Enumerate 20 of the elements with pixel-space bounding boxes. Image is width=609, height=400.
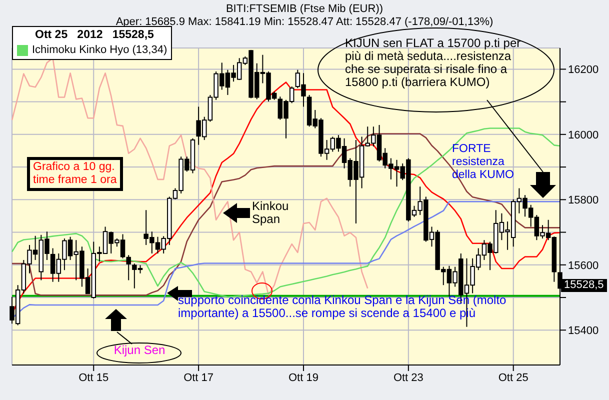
y-tick-label: 16200 — [568, 64, 599, 76]
chart-title: BITI:FTSEMIB (Ftse Mib (EUR)) — [224, 3, 384, 15]
annotation: KIJUN sen FLAT a 15700 p.ti per più di metà seduta....resistenza che se superata si risale fino a 15800 p.ti (barriera KUMO) — [345, 36, 521, 89]
y-tick-label: 15800 — [568, 194, 599, 207]
x-tick-label: Ott 19 — [288, 372, 318, 384]
y-tick-label: 15400 — [568, 325, 599, 338]
text: 15528,5 — [561, 279, 607, 292]
x-tick-label: Ott 23 — [393, 372, 424, 384]
x-tick-label: Ott 25 — [498, 372, 528, 384]
y-tick-label: 16000 — [568, 129, 599, 142]
legend-title: Ott 25 2012 15528,5 — [34, 28, 155, 43]
annotation: Grafico a 10 gg. time frame 1 ora — [27, 157, 123, 191]
annotation: Kinkou Span — [252, 199, 290, 226]
x-tick-label: Ott 17 — [184, 372, 214, 384]
legend-label: Ichimoku Kinko Hyo (13,34) — [32, 43, 168, 58]
x-tick-label: Ott 15 — [78, 372, 109, 384]
chart-subtitle: Aper: 15685.9 Max: 15841.19 Min: 15528.47 Att: 15528.47 (-178,09/-01,13%) — [114, 16, 494, 28]
annotation: Kijun Sen — [112, 343, 166, 357]
candlestick — [126, 254, 131, 281]
y-tick-label: 15600 — [568, 260, 599, 272]
